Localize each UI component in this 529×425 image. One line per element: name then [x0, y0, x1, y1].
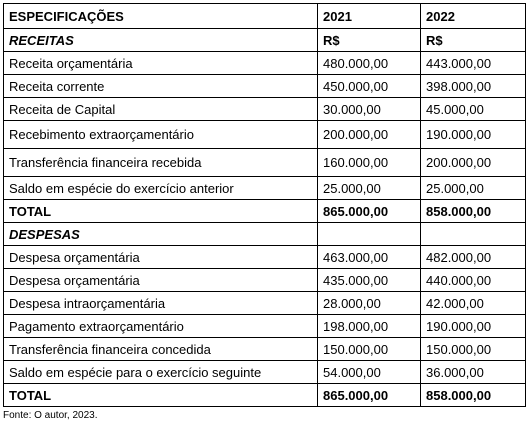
- row-label: Despesa orçamentária: [3, 268, 318, 292]
- total-2022: 858.000,00: [420, 199, 526, 223]
- section-receitas-label: RECEITAS: [3, 28, 318, 52]
- row-label: Saldo em espécie do exercício anterior: [3, 176, 318, 200]
- table-header-row: ESPECIFICAÇÕES 2021 2022: [3, 3, 526, 29]
- row-label: Transferência financeira concedida: [3, 337, 318, 361]
- row-label: Transferência financeira recebida: [3, 148, 318, 177]
- table-row: Transferência financeira recebida 160.00…: [3, 148, 526, 177]
- value-2021: 54.000,00: [317, 360, 421, 384]
- row-label: Receita de Capital: [3, 97, 318, 121]
- row-label: Pagamento extraorçamentário: [3, 314, 318, 338]
- value-2022: 190.000,00: [420, 314, 526, 338]
- value-2021: 480.000,00: [317, 51, 421, 75]
- row-label: Despesa orçamentária: [3, 245, 318, 269]
- header-year-2022: 2022: [420, 3, 526, 29]
- row-label: Saldo em espécie para o exercício seguin…: [3, 360, 318, 384]
- table-row: Receita orçamentária 480.000,00 443.000,…: [3, 51, 526, 75]
- total-2021: 865.000,00: [317, 199, 421, 223]
- source-note: Fonte: O autor, 2023.: [3, 410, 98, 421]
- value-2022: 200.000,00: [420, 148, 526, 177]
- header-especificacoes: ESPECIFICAÇÕES: [3, 3, 318, 29]
- table-row: Despesa orçamentária 463.000,00 482.000,…: [3, 245, 526, 269]
- currency-2022: R$: [420, 28, 526, 52]
- row-label: Receita corrente: [3, 74, 318, 98]
- row-label: Recebimento extraorçamentário: [3, 120, 318, 149]
- table-row: Despesa intraorçamentária 28.000,00 42.0…: [3, 291, 526, 315]
- table-row: Pagamento extraorçamentário 198.000,00 1…: [3, 314, 526, 338]
- total-receitas-row: TOTAL 865.000,00 858.000,00: [3, 199, 526, 223]
- total-despesas-row: TOTAL 865.000,00 858.000,00: [3, 383, 526, 407]
- value-2022: 150.000,00: [420, 337, 526, 361]
- section-despesas-label: DESPESAS: [3, 222, 318, 246]
- value-2021: 435.000,00: [317, 268, 421, 292]
- value-2022: 25.000,00: [420, 176, 526, 200]
- value-2022: 398.000,00: [420, 74, 526, 98]
- value-2021: 30.000,00: [317, 97, 421, 121]
- value-2021: 150.000,00: [317, 337, 421, 361]
- table-row: Transferência financeira concedida 150.0…: [3, 337, 526, 361]
- value-2021: 200.000,00: [317, 120, 421, 149]
- total-label: TOTAL: [3, 383, 318, 407]
- value-2021: 28.000,00: [317, 291, 421, 315]
- value-2022: 440.000,00: [420, 268, 526, 292]
- value-2021: 25.000,00: [317, 176, 421, 200]
- header-year-2021: 2021: [317, 3, 421, 29]
- table-row: Despesa orçamentária 435.000,00 440.000,…: [3, 268, 526, 292]
- table-row: Recebimento extraorçamentário 200.000,00…: [3, 120, 526, 149]
- value-2021: 463.000,00: [317, 245, 421, 269]
- empty-cell: [317, 222, 421, 246]
- total-2021: 865.000,00: [317, 383, 421, 407]
- value-2021: 450.000,00: [317, 74, 421, 98]
- table-row: Receita de Capital 30.000,00 45.000,00: [3, 97, 526, 121]
- table-row: Saldo em espécie do exercício anterior 2…: [3, 176, 526, 200]
- value-2021: 198.000,00: [317, 314, 421, 338]
- table-row: Saldo em espécie para o exercício seguin…: [3, 360, 526, 384]
- value-2022: 45.000,00: [420, 97, 526, 121]
- empty-cell: [420, 222, 526, 246]
- table-row: Receita corrente 450.000,00 398.000,00: [3, 74, 526, 98]
- total-label: TOTAL: [3, 199, 318, 223]
- value-2021: 160.000,00: [317, 148, 421, 177]
- section-receitas-row: RECEITAS R$ R$: [3, 28, 526, 52]
- currency-2021: R$: [317, 28, 421, 52]
- value-2022: 443.000,00: [420, 51, 526, 75]
- value-2022: 42.000,00: [420, 291, 526, 315]
- specifications-table: ESPECIFICAÇÕES 2021 2022 RECEITAS R$ R$ …: [3, 3, 526, 407]
- value-2022: 482.000,00: [420, 245, 526, 269]
- row-label: Despesa intraorçamentária: [3, 291, 318, 315]
- value-2022: 36.000,00: [420, 360, 526, 384]
- total-2022: 858.000,00: [420, 383, 526, 407]
- row-label: Receita orçamentária: [3, 51, 318, 75]
- value-2022: 190.000,00: [420, 120, 526, 149]
- section-despesas-row: DESPESAS: [3, 222, 526, 246]
